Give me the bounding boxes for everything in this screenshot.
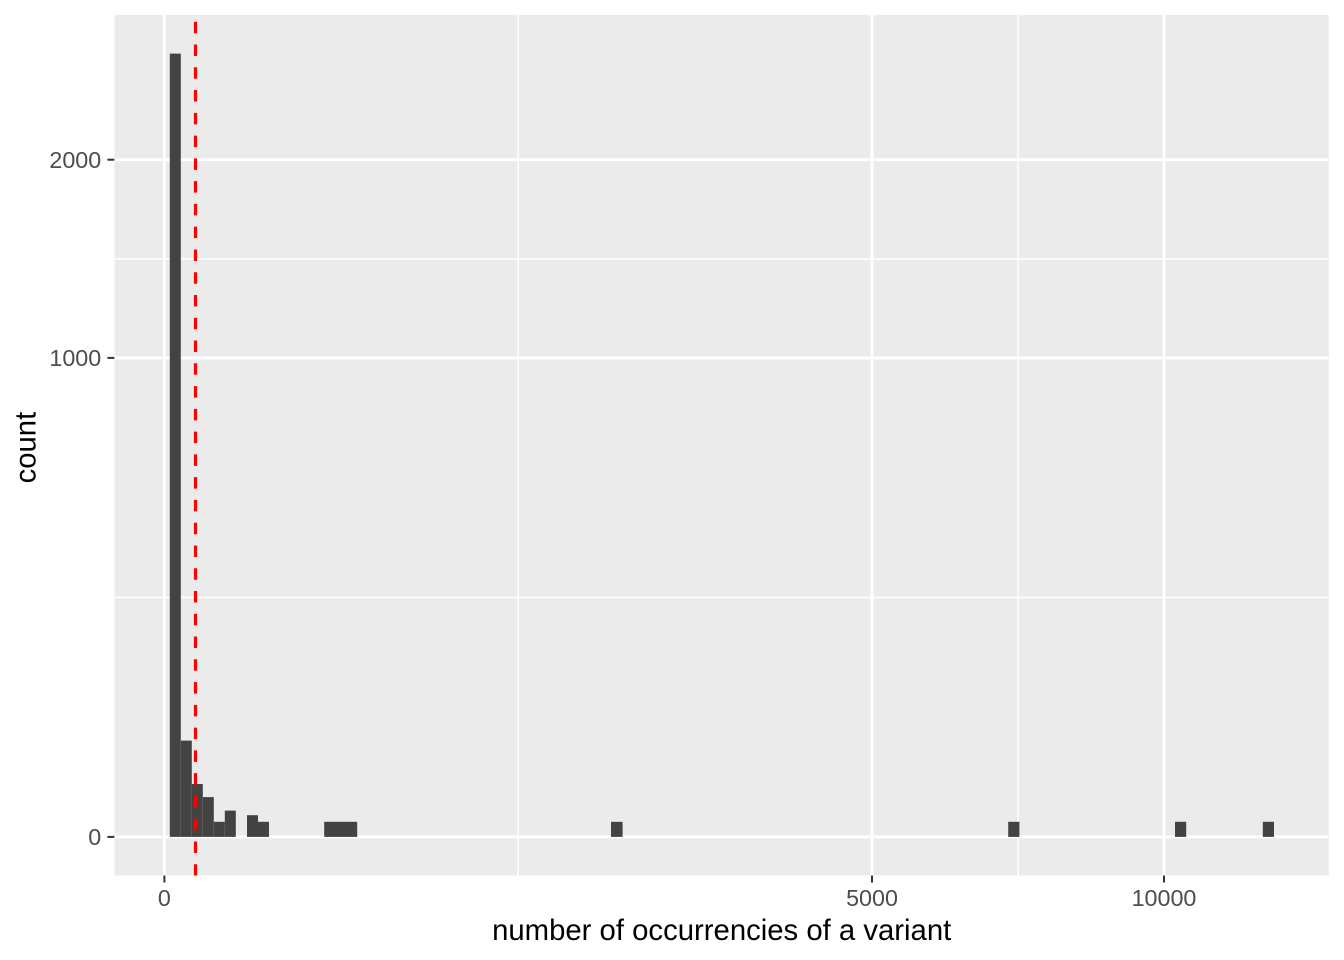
svg-text:1000: 1000 [49,345,101,371]
svg-text:0: 0 [158,885,171,911]
svg-text:number of occurrencies of a va: number of occurrencies of a variant [492,914,951,947]
svg-text:10000: 10000 [1132,885,1197,911]
svg-text:0: 0 [88,824,101,850]
svg-text:count: count [10,412,43,484]
svg-text:2000: 2000 [49,147,101,173]
svg-text:5000: 5000 [846,885,898,911]
